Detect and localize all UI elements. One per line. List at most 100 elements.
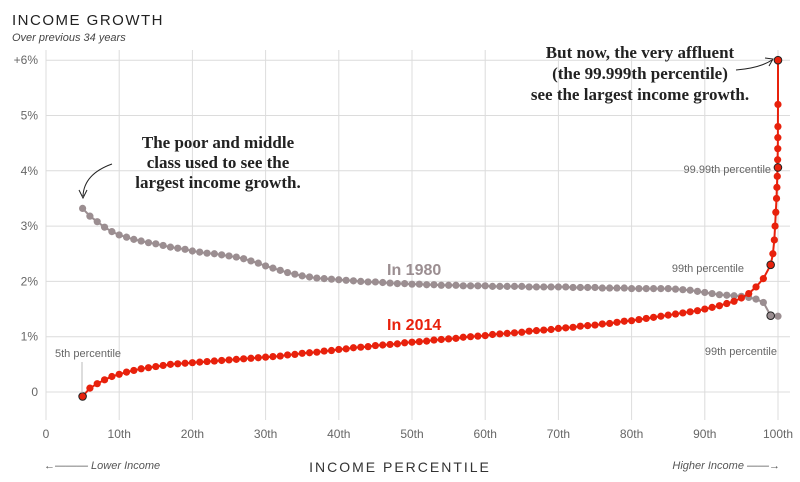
data-point (532, 327, 541, 335)
data-point (452, 281, 460, 289)
data-point (774, 134, 782, 142)
data-point (584, 322, 592, 330)
data-point (769, 250, 777, 258)
x-tick-label-90: 90th (693, 427, 716, 441)
data-point (335, 276, 343, 284)
data-point (283, 351, 292, 359)
data-point (701, 305, 709, 313)
data-point (130, 235, 138, 243)
data-point (144, 239, 153, 247)
data-point (218, 251, 226, 259)
data-point (313, 348, 321, 356)
data-point (115, 231, 123, 239)
y-tick-label-5: 5% (21, 109, 39, 123)
data-point (188, 247, 196, 255)
data-point (525, 283, 533, 291)
data-point (649, 284, 658, 293)
y-tick-label-4: 4% (21, 164, 39, 178)
data-point (415, 338, 423, 346)
data-point (759, 298, 767, 307)
data-point (459, 282, 467, 290)
data-point (693, 307, 702, 315)
data-point (635, 284, 643, 293)
data-point (137, 237, 145, 245)
x-axis-ticks: 0 10th 20th 30th 40th 50th 60th 70th 80th 90th 100… (43, 427, 793, 441)
data-point (445, 335, 453, 343)
data-point (100, 376, 109, 384)
data-point (181, 359, 189, 367)
label-99th-percentile-2014: 99th percentile (672, 263, 744, 275)
x-tick-label-20: 20th (181, 427, 204, 441)
data-point (254, 259, 262, 267)
data-point (108, 372, 116, 381)
data-point (445, 281, 453, 289)
data-point (305, 273, 314, 281)
data-point (437, 281, 445, 289)
data-point (642, 314, 650, 323)
data-point (773, 172, 781, 180)
data-point (481, 282, 489, 290)
chart-title: INCOME GROWTH (12, 12, 164, 29)
data-point (408, 338, 416, 346)
data-point (620, 284, 628, 292)
y-tick-label-0: 0 (31, 385, 38, 399)
data-point (415, 280, 423, 288)
data-point (679, 309, 687, 317)
data-point (225, 252, 233, 260)
data-point (196, 358, 204, 366)
data-point (430, 281, 438, 289)
data-point (664, 311, 672, 319)
highlight-point (78, 392, 87, 401)
data-point (635, 315, 643, 324)
annotation-affluent-arrow (735, 59, 773, 71)
data-point (459, 333, 467, 341)
data-point (423, 337, 431, 345)
data-point (503, 329, 511, 337)
data-point (606, 284, 614, 292)
gridlines (45, 50, 790, 420)
data-point (584, 283, 592, 292)
data-point (159, 361, 167, 370)
data-point (225, 356, 233, 364)
annotation-poor-arrow (82, 163, 113, 197)
data-point (86, 384, 94, 392)
x-tick-label-10: 10th (108, 427, 131, 441)
data-point (701, 288, 709, 297)
data-point (569, 323, 577, 331)
data-point (130, 366, 138, 375)
data-point (203, 357, 211, 366)
data-point (715, 291, 724, 299)
data-point (496, 282, 504, 290)
data-point (371, 341, 379, 350)
data-point (401, 339, 409, 347)
data-point (715, 302, 724, 310)
data-point (554, 324, 563, 333)
data-point (342, 276, 350, 284)
data-point (591, 321, 599, 329)
data-point (474, 332, 482, 340)
data-point (298, 272, 306, 280)
data-point (547, 283, 555, 291)
data-point (772, 208, 780, 216)
data-point (774, 100, 782, 109)
data-point (606, 319, 614, 328)
y-tick-label-1: 1% (21, 330, 39, 344)
data-point (708, 289, 716, 298)
y-tick-label-6: +6% (14, 53, 39, 67)
data-point (496, 330, 504, 338)
y-axis-ticks: 0 1% 2% 3% 4% 5% +6% (14, 53, 39, 399)
data-point (730, 292, 738, 300)
data-point (269, 353, 277, 361)
data-point (379, 278, 387, 287)
data-point (723, 299, 731, 308)
data-point (174, 360, 182, 368)
data-point (437, 335, 445, 344)
highlight-point (773, 55, 783, 65)
data-point (122, 233, 131, 241)
data-point (232, 355, 240, 363)
higher-income-label: Higher Income ——→ (672, 460, 780, 472)
x-tick-label-40: 40th (327, 427, 350, 441)
data-point (93, 380, 101, 388)
label-99-99th-percentile: 99.99th percentile (684, 164, 771, 176)
